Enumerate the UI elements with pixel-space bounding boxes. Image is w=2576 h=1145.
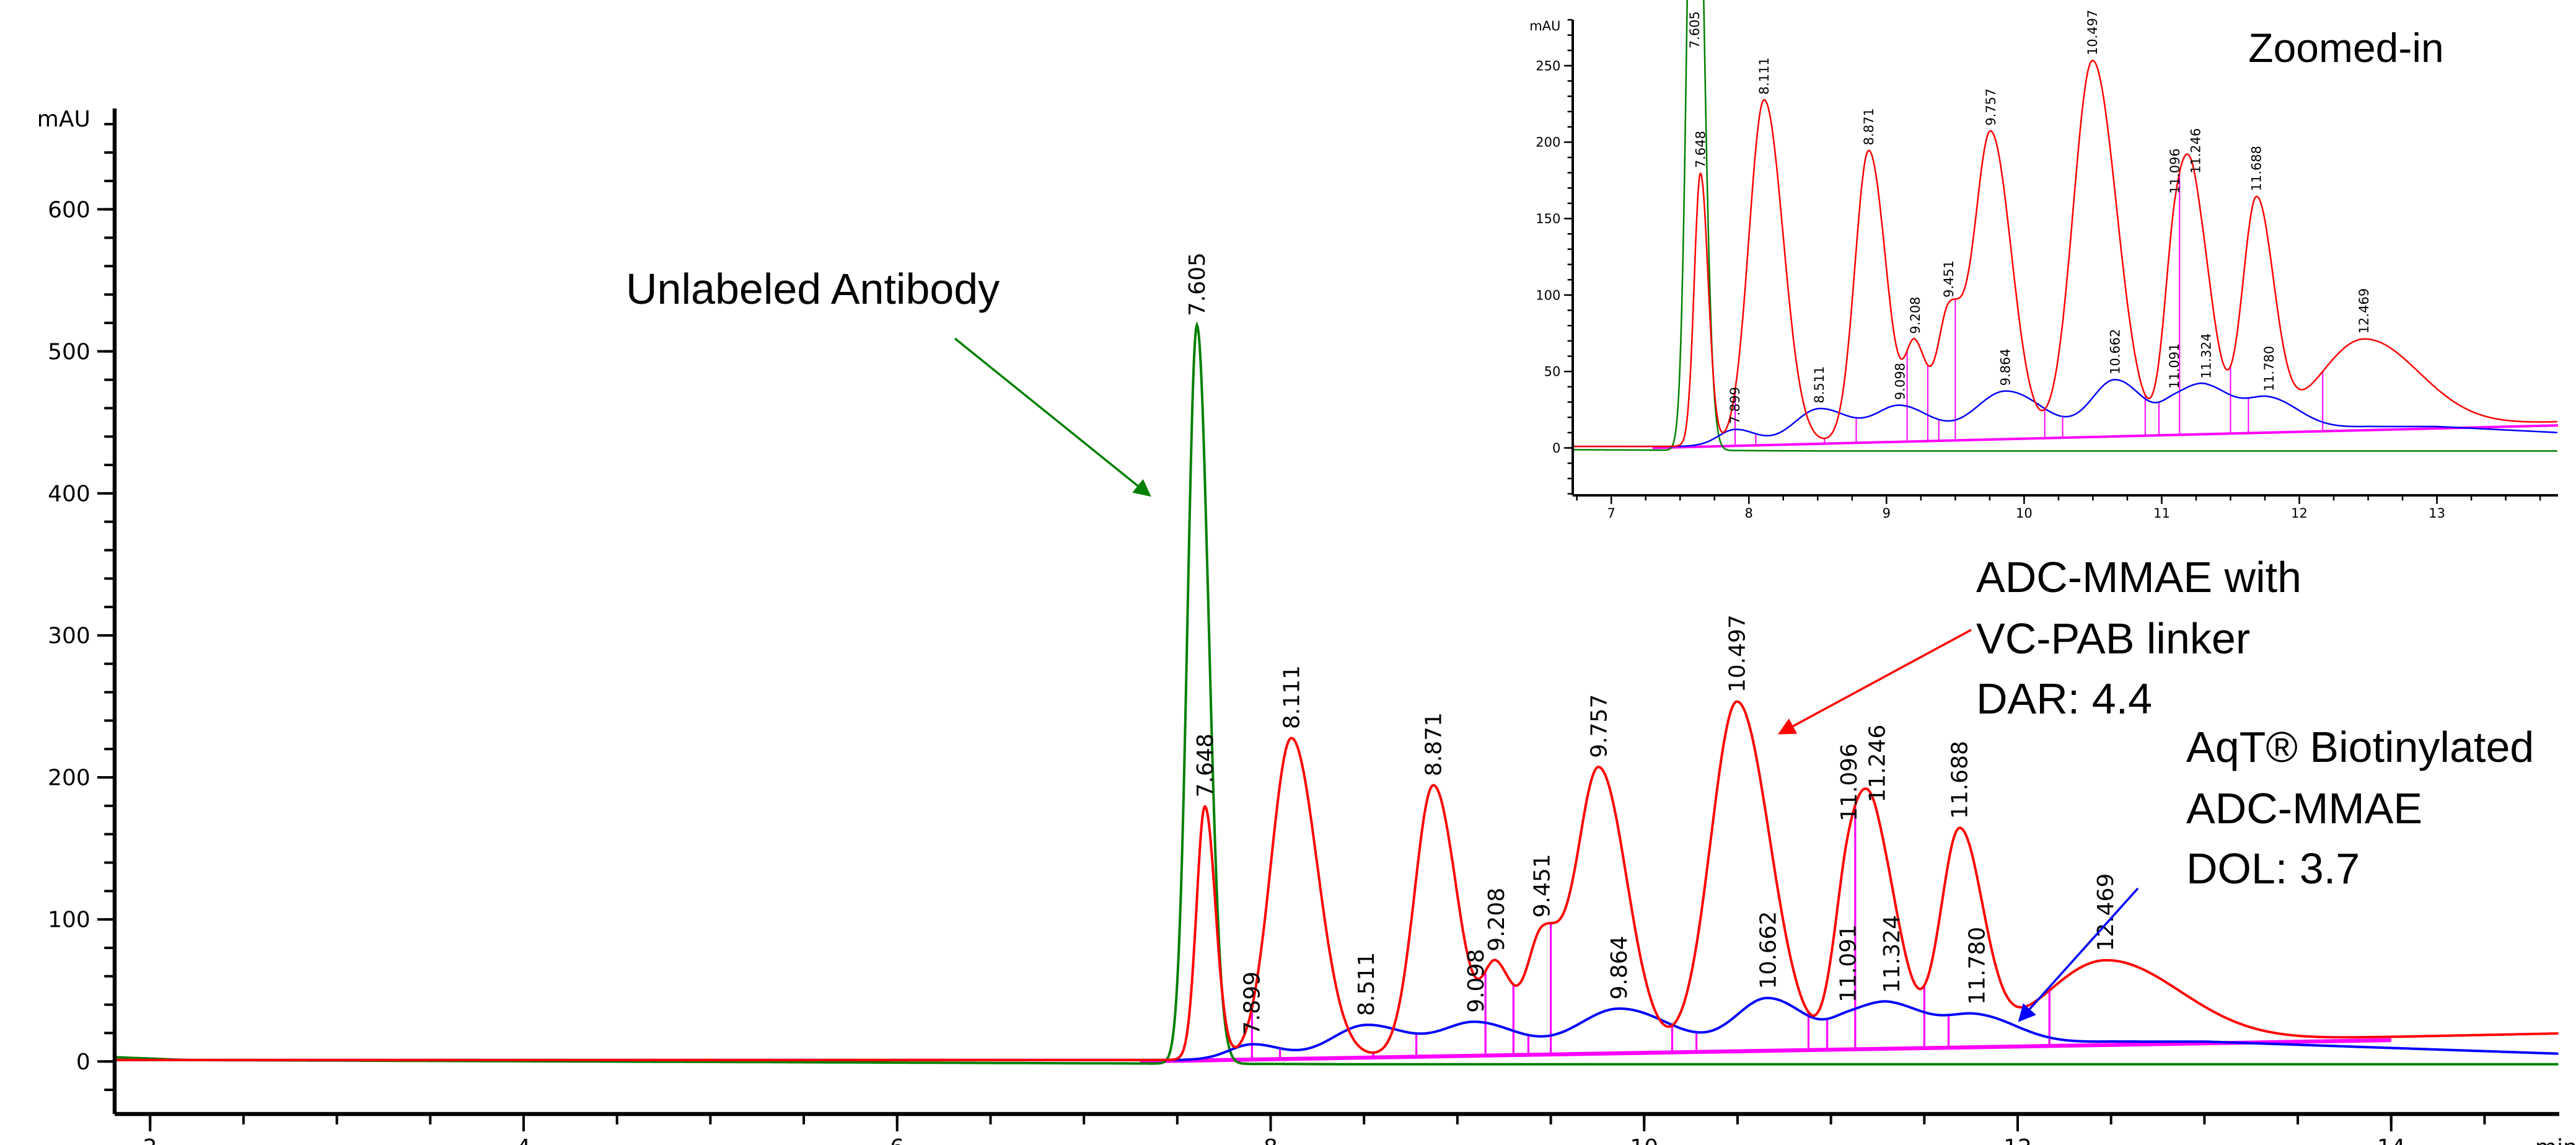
- annotation-label-aqt: AqT® Biotinylated: [2186, 723, 2534, 771]
- y-tick-label: 200: [1536, 135, 1560, 150]
- y-tick-label: 300: [48, 624, 90, 649]
- y-tick-label: 0: [76, 1050, 90, 1075]
- inset-title: Zoomed-in: [2248, 25, 2443, 71]
- peak-label: 7.648: [1193, 733, 1218, 797]
- peak-label: 11.096: [1837, 743, 1862, 821]
- peak-label: 9.098: [1892, 363, 1907, 400]
- x-tick-label: 9: [1883, 506, 1891, 521]
- annotation-label-adc: DAR: 4.4: [1976, 674, 2152, 723]
- peak-label: 8.111: [1757, 57, 1772, 94]
- y-tick-label: 0: [1552, 441, 1560, 456]
- x-tick-label: 2: [143, 1135, 157, 1145]
- series-line-adc: [115, 700, 2559, 1061]
- peak-label: 12.469: [2093, 873, 2119, 952]
- peak-label: 8.871: [1862, 108, 1876, 145]
- x-tick-label: 6: [890, 1135, 904, 1145]
- peak-label: 9.864: [1998, 348, 2013, 386]
- peak-label: 9.864: [1607, 936, 1632, 1000]
- annotation-arrow-aqt: [2018, 887, 2139, 1022]
- y-axis-unit-label: mAU: [37, 107, 90, 132]
- inset-background: [1537, 6, 2576, 533]
- y-tick-label: 150: [1536, 211, 1560, 226]
- annotation-label-unlabeled: Unlabeled Antibody: [626, 265, 1000, 313]
- y-tick-label: 250: [1536, 58, 1560, 73]
- x-tick-label: 8: [1745, 506, 1753, 521]
- x-axis-unit-label: min: [2535, 1135, 2576, 1145]
- peak-label: 7.648: [1693, 131, 1708, 168]
- peak-label: 11.324: [2199, 333, 2214, 378]
- y-tick-label: 600: [48, 197, 90, 223]
- peak-label: 7.605: [1185, 252, 1210, 316]
- y-axis-unit-label: mAU: [1529, 19, 1560, 33]
- x-tick-label: 10: [1630, 1135, 1658, 1145]
- peak-label: 11.091: [1836, 924, 1862, 1002]
- peak-label: 11.780: [1964, 927, 1990, 1005]
- x-tick-label: 8: [1264, 1135, 1278, 1145]
- annotation-label-aqt: DOL: 3.7: [2186, 844, 2360, 893]
- peak-label: 10.497: [2085, 10, 2100, 55]
- main-plot: 7.605 7.648 8.111 8.871 9.208 9.451 9.757 10.49…: [37, 107, 2576, 1145]
- y-tick-label: 50: [1544, 365, 1561, 379]
- plot-area: 7.605 7.648 8.111 8.871 9.208 9.451 9.757 10.49…: [1573, 0, 2558, 452]
- peak-label: 11.324: [1879, 915, 1905, 993]
- peak-label: 10.662: [1756, 911, 1781, 989]
- annotation-label-adc: VC-PAB linker: [1976, 614, 2250, 663]
- x-tick-label: 14: [2377, 1135, 2406, 1145]
- y-tick-label: 400: [48, 481, 90, 506]
- peak-label: 9.098: [1464, 949, 1489, 1013]
- x-tick-label: 10: [2016, 506, 2033, 521]
- x-tick-label: 11: [2153, 506, 2170, 521]
- annotation-arrow-unlabeled: [954, 337, 1151, 497]
- x-tick-label: 12: [2291, 506, 2308, 521]
- peak-label: 11.091: [2167, 343, 2182, 389]
- annotation-label-aqt: ADC-MMAE: [2186, 784, 2422, 833]
- y-tick-label: 200: [48, 766, 90, 791]
- peak-label: 11.688: [2249, 146, 2264, 191]
- x-tick-label: 12: [2003, 1135, 2032, 1145]
- annotation-label-adc: ADC-MMAE with: [1976, 553, 2301, 601]
- peak-label: 8.111: [1280, 665, 1305, 729]
- peak-label: 9.208: [1908, 297, 1923, 334]
- x-tick-label: 7: [1607, 506, 1615, 521]
- annotation-arrow-adc: [1777, 629, 1972, 735]
- peak-label: 7.899: [1240, 971, 1265, 1035]
- peak-label: 11.780: [2262, 346, 2277, 391]
- peak-label: 7.899: [1728, 387, 1743, 424]
- peak-label: 11.246: [1865, 725, 1890, 803]
- peak-label: 9.208: [1484, 888, 1510, 952]
- peak-label: 9.757: [1984, 89, 1998, 126]
- y-tick-label: 100: [1536, 288, 1560, 303]
- peak-label: 8.871: [1422, 712, 1447, 776]
- peak-label: 9.757: [1587, 694, 1612, 758]
- peak-label: 11.246: [2188, 128, 2203, 174]
- plot-area: 7.605 7.648 8.111 8.871 9.208 9.451 9.757 10.49…: [115, 252, 2559, 1066]
- x-tick-label: 13: [2429, 506, 2445, 521]
- series-line-unlabeled: [1573, 0, 2557, 452]
- series-line-adc: [1573, 60, 2557, 448]
- integration-baseline: [1140, 1038, 2391, 1064]
- peak-label: 12.469: [2357, 288, 2372, 334]
- zoomed-in-inset: 7.605 7.648 8.111 8.871 9.208 9.451 9.757 10.49…: [1529, 0, 2576, 533]
- peak-label: 8.511: [1354, 952, 1379, 1016]
- peak-label: 11.096: [2168, 148, 2183, 193]
- integration-baseline: [1652, 424, 2558, 449]
- peak-label: 9.451: [1529, 854, 1555, 917]
- peak-label: 8.511: [1812, 366, 1827, 404]
- y-tick-label: 100: [48, 908, 90, 933]
- annotations: Unlabeled Antibody ADC-MMAE with VC-PAB li…: [626, 265, 2534, 1022]
- peak-label: 10.497: [1725, 614, 1751, 692]
- peak-label: 9.451: [1941, 260, 1956, 298]
- peak-label: 11.688: [1948, 741, 1973, 819]
- series-line-aqt: [1573, 379, 2557, 448]
- series-line-aqt: [115, 996, 2559, 1061]
- peak-label: 7.605: [1687, 11, 1702, 48]
- x-tick-label: 4: [517, 1135, 531, 1145]
- y-tick-label: 500: [48, 339, 90, 365]
- peak-label: 10.662: [2108, 329, 2123, 374]
